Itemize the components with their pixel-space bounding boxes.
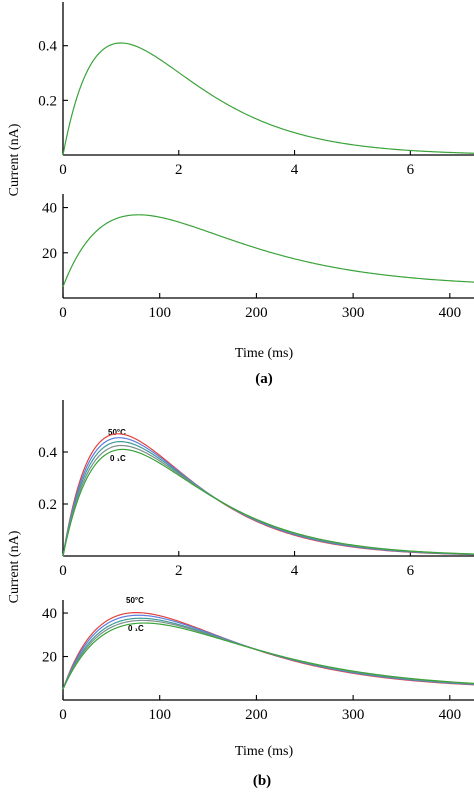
annotation-0c-b1: 0 ₁C <box>110 454 126 463</box>
x-tick-label-b1: 6 <box>407 563 415 579</box>
series-line-b2-red <box>62 612 474 690</box>
y-tick-label-b1: 0.2 <box>38 497 57 513</box>
x-tick-label-b1: 4 <box>291 563 299 579</box>
y-tick-label-b2: 40 <box>42 606 57 622</box>
series-line-b1-green <box>62 448 474 557</box>
panel-label-b: (b) <box>253 773 271 789</box>
x-tick-label-a2: 100 <box>148 305 171 321</box>
x-tick-label-a1: 0 <box>59 162 67 178</box>
annotation-50c-b1: 50°C <box>108 428 126 437</box>
y-tick-label-a2: 40 <box>42 201 57 217</box>
y-tick-label-a1: 0.2 <box>38 93 57 109</box>
series-line-a2-green <box>62 214 474 287</box>
y-tick-label-a1: 0.4 <box>38 39 57 55</box>
x-axis-title-b: Time (ms) <box>235 744 294 759</box>
y-tick-label-b1: 0.4 <box>38 445 57 461</box>
y-tick-label-b2: 20 <box>42 650 57 666</box>
series-line-b2-blue <box>62 614 474 690</box>
series-line-b1-red <box>62 433 474 557</box>
series-line-b2-green <box>62 622 474 690</box>
x-tick-label-a2: 300 <box>342 305 365 321</box>
x-tick-label-b2: 200 <box>245 707 268 723</box>
series-line-a1-green <box>62 42 474 156</box>
x-tick-label-a1: 2 <box>175 162 183 178</box>
y-axis-title-a: Current (nA) <box>7 123 22 196</box>
x-tick-label-b2: 400 <box>439 707 462 723</box>
x-tick-label-a2: 200 <box>245 305 268 321</box>
x-tick-label-a2: 400 <box>439 305 462 321</box>
x-tick-label-b1: 0 <box>59 563 67 579</box>
x-tick-label-b2: 0 <box>59 707 67 723</box>
x-tick-label-b2: 300 <box>342 707 365 723</box>
x-tick-label-a1: 6 <box>407 162 415 178</box>
x-tick-label-b1: 2 <box>175 563 183 579</box>
panel-label-a: (a) <box>255 371 273 387</box>
y-tick-label-a2: 20 <box>42 246 57 262</box>
annotation-0c-b2: 0 ₁C <box>128 624 144 633</box>
x-tick-label-a2: 0 <box>59 305 67 321</box>
x-tick-label-a1: 4 <box>291 162 299 178</box>
x-axis-title-a: Time (ms) <box>235 346 294 361</box>
annotation-50c-b2: 50°C <box>126 596 144 605</box>
x-tick-label-b2: 100 <box>148 707 171 723</box>
y-axis-title-b: Current (nA) <box>7 530 22 603</box>
